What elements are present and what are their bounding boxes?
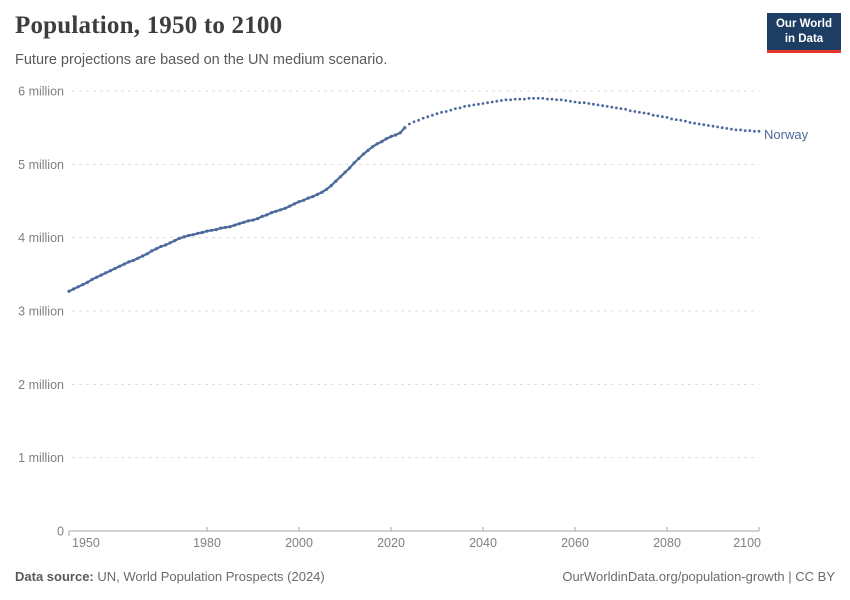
data-source-label: Data source:: [15, 569, 94, 584]
x-tick-label: 2000: [285, 536, 313, 550]
page-title: Population, 1950 to 2100: [15, 12, 283, 39]
chart-footer: Data source: UN, World Population Prospe…: [15, 569, 835, 584]
owid-logo: Our World in Data: [767, 13, 841, 53]
credit-link[interactable]: OurWorldinData.org/population-growth | C…: [562, 569, 835, 584]
x-tick-label: 2020: [377, 536, 405, 550]
y-tick-label: 4 million: [18, 231, 64, 245]
y-tick-label: 5 million: [18, 158, 64, 172]
y-tick-label: 3 million: [18, 305, 64, 319]
y-axis-labels: 0 1 million 2 million 3 million 4 million 5 m…: [18, 85, 64, 539]
y-tick-label: 0: [57, 525, 64, 539]
x-tick-label: 1950: [72, 536, 100, 550]
series-projection: [408, 96, 761, 133]
owid-logo-line1: Our World: [775, 18, 832, 30]
series-historical: [67, 126, 407, 293]
x-tick-label: 1980: [193, 536, 221, 550]
x-tick-label: 2100: [733, 536, 761, 550]
y-tick-label: 6 million: [18, 85, 64, 99]
owid-logo-line2: in Data: [784, 32, 824, 45]
gridlines: [72, 90, 759, 459]
x-tick-label: 2040: [469, 536, 497, 550]
x-axis: 1950 1980 2000 2020 2040 2060 2080 2100: [68, 527, 761, 550]
y-tick-label: 2 million: [18, 378, 64, 392]
data-source: Data source: UN, World Population Prospe…: [15, 569, 325, 584]
entity-label-norway: Norway: [764, 127, 809, 142]
y-tick-label: 1 million: [18, 451, 64, 465]
x-tick-label: 2060: [561, 536, 589, 550]
x-tick-label: 2080: [653, 536, 681, 550]
chart-subtitle: Future projections are based on the UN m…: [15, 52, 388, 68]
data-source-text: UN, World Population Prospects (2024): [97, 569, 325, 584]
